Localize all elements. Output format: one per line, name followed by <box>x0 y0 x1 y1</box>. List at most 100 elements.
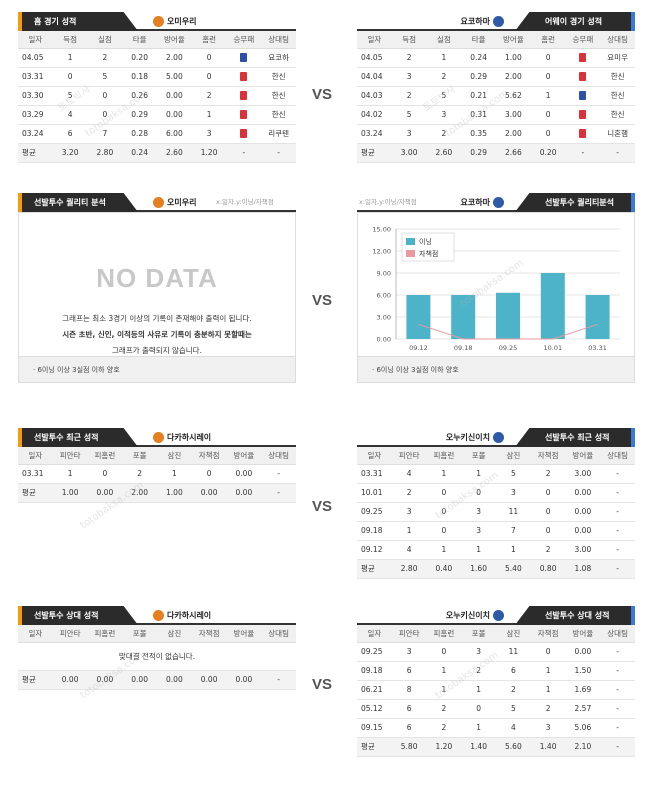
average-cell: 0.00 <box>157 670 192 690</box>
column-header: 포볼 <box>122 625 157 643</box>
away-quality-hint: x:일자,y:이닝/자책점 <box>359 198 417 206</box>
column-header: 상대팀 <box>600 625 635 643</box>
table-cell: 04.05 <box>18 48 53 68</box>
table-cell: 0.29 <box>461 67 496 87</box>
average-cell: 0.40 <box>426 559 462 579</box>
win-badge-icon <box>240 110 248 120</box>
table-cell: 0 <box>530 124 566 144</box>
table-row: 09.18 1 0 3 7 0 0.00- <box>357 521 635 541</box>
table-row: 04.03 2 5 0.21 5.62 1 한신 <box>357 86 635 106</box>
table-cell: 04.03 <box>357 86 392 106</box>
table-cell: 3 <box>191 124 227 144</box>
table-cell: 6.00 <box>157 124 192 144</box>
table-row: 04.05 2 1 0.24 1.00 0 요미우 <box>357 48 635 68</box>
column-header: 상대팀 <box>600 447 635 465</box>
average-cell: 1.20 <box>426 737 462 757</box>
table-cell: 5 <box>52 86 88 106</box>
home-quality-chart-area: NO DATA 그래프는 최소 3경기 이상의 기록이 존재해야 출력이 됩니다… <box>18 212 296 357</box>
away-pitcher-vs-table: 일자 피안타 피홈런 포볼 삼진 자책점 방어율 상대팀 09.25 3 0 3 11 0 0.00-09.… <box>357 625 635 757</box>
column-header: 자책점 <box>530 447 566 465</box>
table-cell: 0 <box>426 502 462 522</box>
legend-label-innings: 이닝 <box>419 237 432 246</box>
average-cell: 0.00 <box>52 670 88 690</box>
table-row: 03.31 1 0 2 1 0 0.00- <box>18 464 296 484</box>
column-header: 득점 <box>391 31 427 49</box>
average-row: 평균 1.00 0.00 2.00 1.00 0.00 0.00- <box>18 483 296 503</box>
column-header: 자책점 <box>530 625 566 643</box>
average-cell: 1.20 <box>191 143 227 163</box>
table-cell: 1.50 <box>565 661 601 681</box>
average-cell: 0.00 <box>87 483 123 503</box>
away-pitcher-recent-header: 선발투수 최근 성적 오누키신이치 <box>357 428 635 447</box>
away-recent-title: 어웨이 경기 성적 <box>515 12 635 31</box>
table-row: 09.25 3 0 3 11 0 0.00- <box>357 502 635 522</box>
column-header: 일자 <box>357 447 392 465</box>
away-pitcher-recent-panel: 선발투수 최근 성적 오누키신이치 일자 피안타 피홈런 포볼 삼진 자책점 방어율 상대팀 0… <box>357 428 635 579</box>
away-quality-team[interactable]: 요코하마 <box>461 193 507 212</box>
table-cell: - <box>600 642 635 662</box>
away-pitcher-name[interactable]: 오누키신이치 <box>446 428 507 447</box>
table-cell: 11 <box>496 642 531 662</box>
home-pitcher-recent-header: 선발투수 최근 성적 다카하시레이 <box>18 428 296 447</box>
table-cell: 0 <box>87 105 123 125</box>
home-quality-team[interactable]: 오미우리 <box>150 193 196 212</box>
column-header: 타율 <box>122 31 157 49</box>
table-cell: 2 <box>426 718 462 738</box>
table-cell: 4 <box>496 718 531 738</box>
table-cell: 0 <box>530 105 566 125</box>
table-cell: 8 <box>391 680 427 700</box>
away-team-name[interactable]: 요코하마 <box>461 12 507 31</box>
average-cell: 1.60 <box>461 559 496 579</box>
baystars-logo-icon <box>493 16 504 27</box>
average-cell: - <box>600 559 635 579</box>
table-cell: 0.21 <box>461 86 496 106</box>
giants-logo-icon <box>153 610 164 621</box>
table-cell: 2 <box>391 483 427 503</box>
table-cell: 0.00 <box>226 464 262 484</box>
home-pitcher-vs-panel: 선발투수 상대 성적 다카하시레이 일자 피안타 피홈런 포볼 삼진 자책점 방어율 상대팀 맞… <box>18 606 296 690</box>
average-cell: - <box>226 143 262 163</box>
win-badge-icon <box>579 53 587 63</box>
table-cell: 2 <box>191 86 227 106</box>
away-pitcher-vs-name[interactable]: 오누키신이치 <box>446 606 507 625</box>
table-cell: 2 <box>391 86 427 106</box>
table-cell: 2.57 <box>565 699 601 719</box>
table-cell <box>565 105 601 125</box>
average-cell: 0.00 <box>226 483 262 503</box>
column-header: 삼진 <box>157 447 192 465</box>
table-cell: 1 <box>52 48 88 68</box>
average-cell: 1.00 <box>52 483 88 503</box>
table-cell: 0.20 <box>122 48 157 68</box>
column-header: 피홈런 <box>87 625 123 643</box>
away-pitcher-recent-table: 일자 피안타 피홈런 포볼 삼진 자책점 방어율 상대팀 03.31 4 1 1 5 2 3.00-10.0… <box>357 447 635 579</box>
home-pitcher-vs-name[interactable]: 다카하시레이 <box>150 606 211 625</box>
bar-innings <box>496 292 520 339</box>
table-cell: 1 <box>426 48 462 68</box>
home-quality-hint: x:일자,y:이닝/자책점 <box>216 198 274 206</box>
average-cell: - <box>261 143 296 163</box>
table-cell: 3 <box>496 483 531 503</box>
home-team-name[interactable]: 오미우리 <box>150 12 196 31</box>
table-cell: 2 <box>87 48 123 68</box>
table-cell: 요코하 <box>261 48 296 68</box>
average-cell: 평균 <box>18 143 53 163</box>
table-cell: 11 <box>496 502 531 522</box>
table-cell: 0.00 <box>565 483 601 503</box>
table-cell: 2 <box>530 464 566 484</box>
table-cell: 0.35 <box>461 124 496 144</box>
table-cell: 4 <box>391 464 427 484</box>
table-cell: 0 <box>530 67 566 87</box>
baystars-logo-icon <box>493 610 504 621</box>
table-cell: - <box>600 718 635 738</box>
average-cell: 5.80 <box>391 737 427 757</box>
home-pitcher-name[interactable]: 다카하시레이 <box>150 428 211 447</box>
column-header: 방어율 <box>496 31 531 49</box>
table-row: 04.02 5 3 0.31 3.00 0 한신 <box>357 105 635 125</box>
y-tick-label: 12.00 <box>372 248 391 256</box>
column-header: 방어율 <box>226 447 262 465</box>
bar-innings <box>406 295 431 339</box>
baystars-logo-icon <box>493 197 504 208</box>
table-cell: 3 <box>391 502 427 522</box>
average-cell: - <box>261 483 296 503</box>
table-cell: 10.01 <box>357 483 392 503</box>
